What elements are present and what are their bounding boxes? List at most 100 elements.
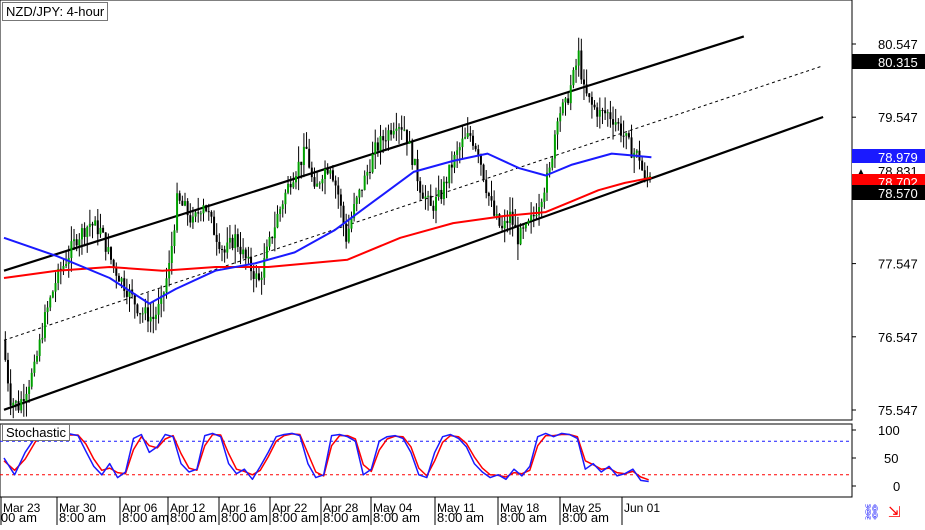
- candle-bull: [408, 141, 411, 144]
- candle-bear: [472, 135, 475, 146]
- candle-bull: [170, 245, 173, 264]
- candle-bull: [559, 113, 562, 122]
- candle-bear: [197, 212, 200, 214]
- candle-bear: [125, 290, 128, 297]
- candle-bull: [464, 137, 467, 139]
- candle-bear: [236, 234, 239, 247]
- candle-bear: [440, 189, 443, 200]
- arrow-close-icon[interactable]: ⇲: [888, 504, 901, 521]
- candle-bull: [268, 236, 271, 247]
- candle-bear: [582, 79, 585, 85]
- candle-bull: [461, 138, 464, 148]
- candle-bull: [413, 158, 416, 165]
- candle-bull: [371, 154, 374, 173]
- candle-bear: [384, 140, 387, 142]
- candle-bull: [538, 207, 541, 215]
- candle-bear: [147, 307, 150, 322]
- price-tag: 78.570: [852, 185, 925, 201]
- candle-bear: [485, 179, 488, 194]
- time-label: 8:00 am: [437, 510, 484, 525]
- candle-bear: [421, 192, 424, 199]
- candle-bear: [622, 135, 625, 137]
- link-icon[interactable]: ⛓: [862, 504, 882, 521]
- candle-bull: [51, 291, 54, 298]
- date-label: Apr 22: [272, 501, 308, 515]
- candle-bull: [379, 136, 382, 151]
- candle-bear: [429, 195, 432, 206]
- price-tick-label: 77.547: [878, 257, 918, 272]
- candle-bear: [490, 196, 493, 201]
- candle-bull: [543, 192, 546, 202]
- candle-bull: [572, 69, 575, 86]
- candle-bull: [57, 268, 60, 284]
- candle-bull: [355, 197, 358, 204]
- candle-bear: [511, 211, 514, 225]
- candle-bear: [514, 224, 517, 228]
- candle-bear: [115, 267, 118, 276]
- candle-bull: [107, 247, 110, 252]
- candle-bull: [387, 130, 390, 141]
- time-label: 8:00 am: [272, 510, 319, 525]
- candle-bull: [292, 182, 295, 188]
- candle-bull: [242, 249, 245, 255]
- candle-bear: [405, 129, 408, 144]
- date-label: May 18: [500, 501, 540, 515]
- candle-bear: [133, 294, 136, 305]
- candle-bear: [91, 223, 94, 226]
- candle-bull: [73, 239, 76, 242]
- stochastic-tick-label: 0: [893, 479, 900, 494]
- candle-bull: [144, 307, 147, 314]
- candle-bull: [120, 278, 123, 282]
- time-label: 8:00 am: [373, 510, 420, 525]
- time-label: 8:00 am: [122, 510, 169, 525]
- candle-bull: [392, 130, 395, 135]
- price-tick-label: 80.547: [878, 37, 918, 52]
- candle-bull: [54, 283, 57, 292]
- candle-bear: [617, 122, 620, 124]
- candle-bear: [593, 104, 596, 108]
- candle-bull: [294, 176, 297, 183]
- candle-bull: [437, 189, 440, 197]
- candle-bear: [9, 383, 12, 406]
- date-label: Jun 01: [624, 501, 660, 515]
- candle-bear: [382, 136, 385, 141]
- date-label: May 11: [437, 501, 476, 515]
- candle-bull: [347, 228, 350, 242]
- time-label: 8:00 am: [500, 510, 547, 525]
- candle-bull: [366, 171, 369, 176]
- candle-bear: [289, 183, 292, 188]
- candle-bear: [104, 232, 107, 252]
- candle-bull: [160, 295, 163, 304]
- candle-bear: [532, 215, 535, 217]
- candle-bull: [527, 220, 530, 224]
- candle-bear: [345, 223, 348, 242]
- candle-bull: [614, 122, 617, 125]
- candle-bear: [590, 97, 593, 105]
- candle-bull: [194, 212, 197, 217]
- candle-bull: [191, 216, 194, 223]
- candle-bull: [49, 297, 52, 308]
- candle-bear: [252, 271, 255, 279]
- candle-bear: [83, 228, 86, 237]
- candle-bull: [234, 234, 237, 249]
- candle-bear: [189, 215, 192, 223]
- candle-bear: [627, 133, 630, 138]
- date-label: Apr 28: [323, 501, 359, 515]
- candle-bull: [561, 102, 564, 114]
- candle-bull: [398, 127, 401, 129]
- candle-bull: [99, 227, 102, 235]
- candle-bull: [276, 213, 279, 228]
- candle-bull: [318, 183, 321, 185]
- candle-bear: [22, 399, 25, 402]
- candle-bull: [556, 121, 559, 135]
- price-tag-box: [852, 149, 925, 164]
- date-label: May 04: [373, 501, 413, 515]
- candle-bull: [395, 128, 398, 131]
- candle-bull: [553, 134, 556, 159]
- candle-bear: [17, 401, 20, 411]
- candle-bear: [308, 148, 311, 168]
- candle-bull: [30, 372, 33, 387]
- candle-bear: [376, 142, 379, 151]
